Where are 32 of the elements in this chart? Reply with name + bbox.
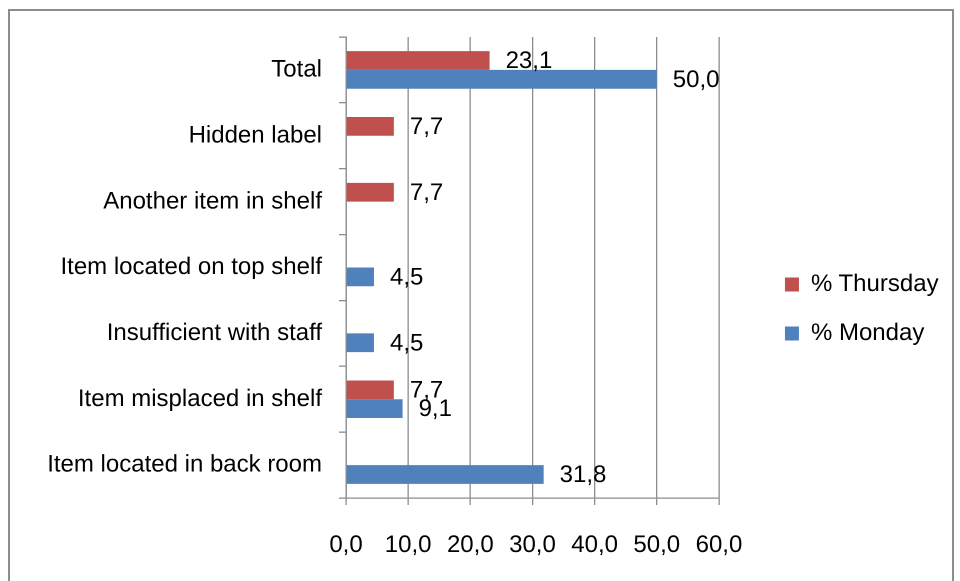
x-tick-label: 0,0 [329, 531, 363, 558]
data-label: 4,5 [390, 329, 424, 356]
bar [346, 399, 403, 418]
y-tick-label: Item misplaced in shelf [78, 384, 322, 412]
y-tick-label: Another item in shelf [103, 187, 322, 214]
data-label: 23,1 [506, 47, 552, 74]
x-tick-label: 30,0 [509, 531, 556, 558]
x-tick-label: 20,0 [446, 531, 494, 558]
bar [346, 380, 394, 400]
bar [346, 182, 394, 202]
data-label: 7,7 [410, 178, 444, 206]
y-tick-label: Hidden label [188, 121, 322, 148]
y-tick-label: Total [271, 56, 322, 83]
y-tick-label: Item located in back room [47, 450, 322, 478]
bar [346, 465, 544, 484]
legend-label: % Monday [810, 319, 924, 346]
bar [346, 117, 394, 136]
bar [346, 268, 374, 286]
bar [346, 70, 657, 89]
legend-label: % Thursday [810, 270, 939, 298]
bar [346, 333, 374, 352]
y-tick-label: Item located on top shelf [60, 253, 322, 280]
data-label: 4,5 [390, 264, 424, 291]
x-tick-label: 60,0 [696, 531, 742, 558]
data-label: 50,0 [672, 66, 720, 93]
bar [346, 51, 490, 70]
x-tick-label: 10,0 [384, 531, 432, 558]
data-label: 7,7 [410, 113, 444, 140]
data-label: 31,8 [560, 461, 606, 488]
x-tick-label: 40,0 [571, 531, 618, 558]
x-tick-label: 50,0 [633, 531, 680, 558]
y-tick-label: Insufficient with staff [106, 318, 322, 346]
